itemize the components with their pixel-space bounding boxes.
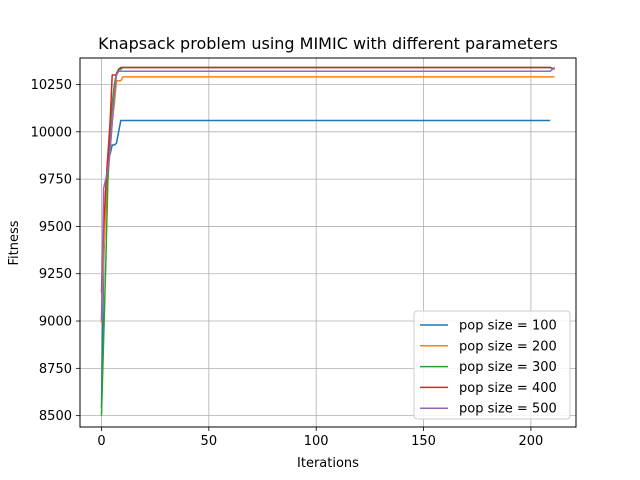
legend-label: pop size = 200 [459,339,557,354]
x-tick-label: 0 [97,434,105,449]
y-tick-label: 10000 [31,125,72,140]
x-tick-label: 50 [201,434,218,449]
series-line-pop-size-4 [100,66,555,293]
series-lines [100,66,556,416]
legend-entries: pop size = 100 pop size = 200 pop size = 3… [420,319,557,417]
y-axis-label: Fitness [7,220,22,265]
x-tick-label: 200 [518,434,543,449]
legend-label: pop size = 500 [459,402,557,417]
x-axis-ticks: 0 50 100 150 200 [97,427,543,449]
y-tick-label: 9000 [39,315,72,330]
y-axis-ticks: 8500 8750 9000 9250 9500 9750 10000 10250 [31,78,80,424]
plot-frame [79,57,577,428]
y-tick-label: 9500 [39,220,72,235]
chart-title: Knapsack problem using MIMIC with differ… [98,34,558,53]
legend-label: pop size = 100 [459,319,557,334]
y-tick-label: 10250 [31,78,72,93]
x-tick-label: 150 [411,434,436,449]
x-axis-label: Iterations [297,456,359,471]
legend-label: pop size = 400 [459,381,557,396]
series-line-pop-size-5 [100,66,556,322]
y-tick-label: 9750 [39,173,72,188]
grid [80,58,576,427]
legend-box [413,310,571,420]
legend-label: pop size = 300 [459,360,557,375]
legend: pop size = 100 pop size = 200 pop size = 3… [413,310,571,420]
y-tick-label: 8500 [39,409,72,424]
y-tick-label: 9250 [39,267,72,282]
y-tick-label: 8750 [39,362,72,377]
x-tick-label: 100 [304,434,329,449]
